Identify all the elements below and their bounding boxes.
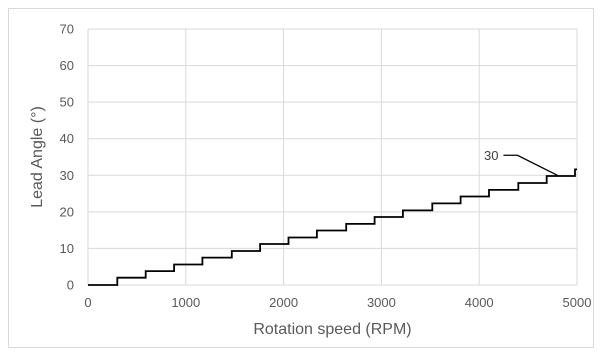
y-tick-label: 60 bbox=[60, 58, 74, 73]
x-tick-label: 4000 bbox=[465, 295, 494, 310]
x-tick-label: 2000 bbox=[269, 295, 298, 310]
x-tick-labels: 0 1000 2000 3000 4000 5000 bbox=[84, 295, 591, 310]
y-tick-labels: 0 10 20 30 40 50 60 70 bbox=[60, 22, 74, 293]
x-tick-label: 1000 bbox=[171, 295, 200, 310]
annotation-leader-line bbox=[503, 154, 558, 176]
lead-angle-step-line bbox=[88, 168, 577, 286]
y-tick-label: 30 bbox=[60, 168, 74, 183]
y-tick-label: 20 bbox=[60, 204, 74, 219]
chart-frame bbox=[8, 8, 594, 348]
grid-layer bbox=[87, 28, 578, 286]
y-tick-label: 50 bbox=[60, 95, 74, 110]
x-tick-label: 0 bbox=[84, 295, 91, 310]
y-tick-label: 70 bbox=[60, 22, 74, 37]
x-axis-title: Rotation speed (RPM) bbox=[253, 321, 411, 338]
x-tick-label: 5000 bbox=[563, 295, 592, 310]
annotation-layer: 30 bbox=[484, 148, 558, 176]
annotation-label: 30 bbox=[484, 148, 498, 163]
y-tick-label: 10 bbox=[60, 241, 74, 256]
series-layer bbox=[88, 168, 577, 286]
x-tick-label: 3000 bbox=[367, 295, 396, 310]
y-tick-label: 0 bbox=[67, 278, 74, 293]
y-axis-title: Lead Angle (°) bbox=[29, 106, 46, 208]
y-tick-label: 40 bbox=[60, 131, 74, 146]
